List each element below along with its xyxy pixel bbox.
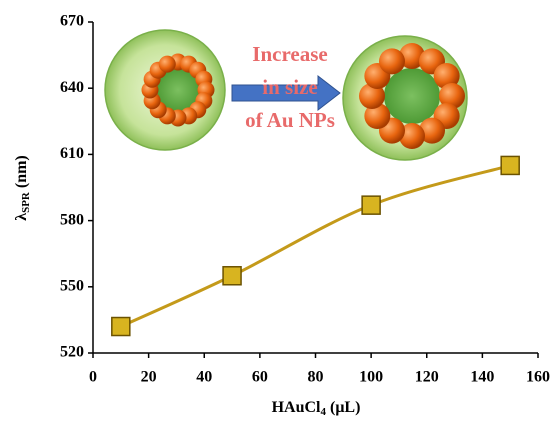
annotation: of Au NPs	[245, 108, 335, 132]
bead	[159, 56, 176, 73]
page: λSPR (nm) HAuCl4(μL) Increase in size of Au…	[0, 0, 557, 424]
y-label-symbol: λ	[13, 213, 30, 221]
x-label-subscript: 4	[321, 406, 327, 418]
x-tick-label: 40	[196, 369, 212, 386]
x-label-unit: (μL)	[330, 399, 360, 416]
y-tick-label: 550	[60, 277, 84, 294]
x-label-base: HAuCl	[272, 399, 321, 416]
x-tick-label: 140	[470, 369, 494, 386]
x-tick-label: 120	[415, 369, 439, 386]
x-tick-label: 0	[89, 369, 97, 386]
y-label-unit: (nm)	[13, 155, 30, 188]
x-tick-label: 160	[526, 369, 550, 386]
x-tick-label: 80	[308, 369, 324, 386]
annotation: in size	[262, 75, 317, 99]
marker	[501, 156, 519, 174]
marker	[362, 196, 380, 214]
y-tick-label: 670	[60, 13, 84, 30]
annotation: Increase	[252, 42, 327, 66]
chart: λSPR (nm) HAuCl4(μL) Increase in size of Au…	[0, 0, 557, 424]
x-tick-label: 100	[359, 369, 383, 386]
y-tick-label: 640	[60, 79, 84, 96]
x-tick-label: 20	[141, 369, 157, 386]
y-axis-label: λSPR (nm)	[13, 155, 32, 221]
y-tick-label: 520	[60, 344, 84, 361]
x-axis-label: HAuCl4(μL)	[272, 399, 361, 418]
y-tick-label: 610	[60, 145, 84, 162]
y-label-subscript: SPR	[20, 191, 32, 213]
marker	[223, 267, 241, 285]
x-tick-label: 60	[252, 369, 268, 386]
y-tick-label: 580	[60, 211, 84, 228]
series-line	[121, 165, 510, 326]
bead	[379, 48, 405, 74]
core	[384, 68, 440, 124]
marker	[112, 318, 130, 336]
